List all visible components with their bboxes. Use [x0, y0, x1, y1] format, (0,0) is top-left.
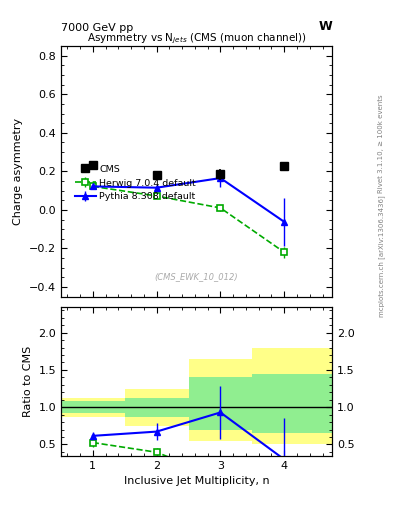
Text: W: W: [318, 20, 332, 33]
Text: (CMS_EWK_10_012): (CMS_EWK_10_012): [155, 272, 238, 282]
Text: Rivet 3.1.10, ≥ 100k events: Rivet 3.1.10, ≥ 100k events: [378, 94, 384, 193]
Text: mcplots.cern.ch [arXiv:1306.3436]: mcplots.cern.ch [arXiv:1306.3436]: [378, 195, 385, 317]
Text: 7000 GeV pp: 7000 GeV pp: [61, 23, 133, 33]
Y-axis label: Charge asymmetry: Charge asymmetry: [13, 118, 23, 225]
Legend: CMS, Herwig 7.0.4 default, Pythia 8.308 default: CMS, Herwig 7.0.4 default, Pythia 8.308 …: [71, 161, 200, 205]
Title: Asymmetry vs N$_{jets}$ (CMS (muon channel)): Asymmetry vs N$_{jets}$ (CMS (muon chann…: [86, 32, 307, 46]
X-axis label: Inclusive Jet Multiplicity, n: Inclusive Jet Multiplicity, n: [124, 476, 269, 486]
Y-axis label: Ratio to CMS: Ratio to CMS: [23, 346, 33, 417]
